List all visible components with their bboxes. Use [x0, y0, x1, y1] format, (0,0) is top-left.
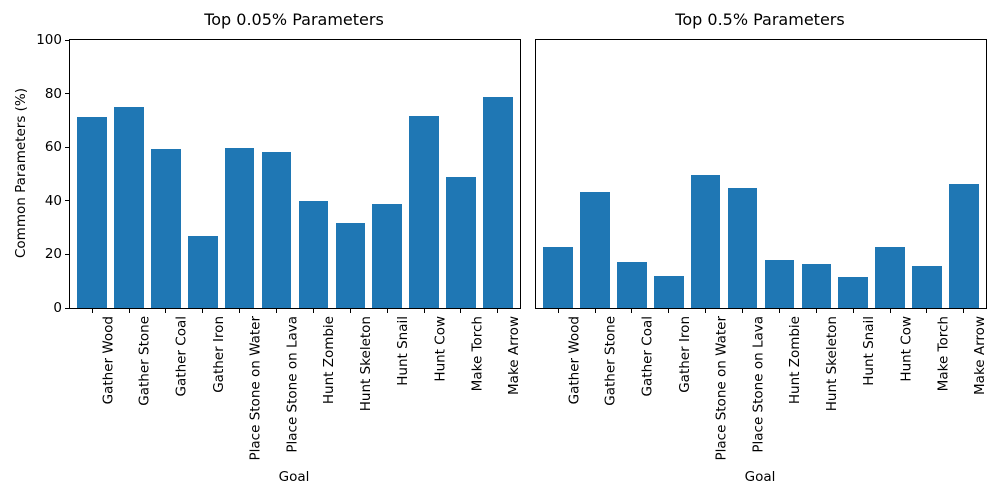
- x-tick-label-gather-coal: Gather Coal: [639, 316, 656, 397]
- x-tick-label-make-arrow: Make Arrow: [505, 316, 522, 395]
- y-tick-label-100: 100: [36, 32, 62, 48]
- chart-title: Top 0.5% Parameters: [675, 10, 845, 29]
- x-tick-mark: [557, 309, 559, 313]
- x-tick-label-gather-stone: Gather Stone: [603, 316, 620, 406]
- x-tick-label-hunt-skeleton: Hunt Skeleton: [824, 316, 841, 412]
- x-tick-label-make-arrow: Make Arrow: [971, 316, 988, 395]
- x-tick-label-hunt-snail: Hunt Snail: [395, 316, 412, 386]
- y-tick-mark: [65, 39, 69, 41]
- x-tick-mark: [705, 309, 707, 313]
- bar-gather-stone: [580, 191, 610, 308]
- y-tick-label-0: 0: [53, 300, 62, 316]
- bar-place-stone-on-lava: [261, 151, 292, 308]
- bar-hunt-zombie: [764, 260, 795, 308]
- x-tick-mark: [778, 309, 780, 313]
- bar-place-stone-on-lava: [727, 187, 758, 308]
- x-tick-label-hunt-skeleton: Hunt Skeleton: [358, 316, 375, 412]
- y-tick-mark: [65, 93, 69, 95]
- subplot-top-0-05-percent: Top 0.05% Parameters Common Parameters (…: [13, 10, 522, 485]
- x-tick-label-hunt-cow: Hunt Cow: [432, 316, 449, 382]
- x-tick-mark: [742, 309, 744, 313]
- y-tick-label-60: 60: [44, 139, 62, 156]
- x-tick-mark: [128, 309, 130, 313]
- x-tick-label-place-stone-on-lava: Place Stone on Lava: [284, 316, 301, 453]
- x-tick-mark: [386, 309, 388, 313]
- x-tick-label-place-stone-on-water: Place Stone on Water: [713, 316, 730, 461]
- x-tick-label-place-stone-on-lava: Place Stone on Lava: [750, 316, 767, 453]
- bar-place-stone-on-water: [224, 147, 255, 308]
- bar-hunt-snail: [838, 277, 868, 308]
- x-tick-label-hunt-cow: Hunt Cow: [898, 316, 915, 382]
- x-tick-mark: [276, 309, 278, 313]
- x-tick-mark: [963, 309, 965, 313]
- plot-area: Gather Wood Gather Stone Gather Coal Gather…: [36, 32, 522, 460]
- x-tick-label-gather-wood: Gather Wood: [100, 316, 117, 405]
- x-axis-label: Goal: [278, 469, 310, 485]
- y-tick-mark: [65, 253, 69, 255]
- bar-make-torch: [446, 177, 476, 308]
- x-tick-label-gather-iron: Gather Iron: [210, 316, 227, 393]
- bar-gather-coal: [151, 148, 181, 308]
- x-tick-label-gather-iron: Gather Iron: [676, 316, 693, 393]
- bar-make-arrow: [949, 183, 979, 308]
- bars-container: [536, 40, 986, 308]
- x-tick-mark: [815, 309, 817, 313]
- bar-hunt-skeleton: [335, 222, 366, 308]
- y-tick-mark: [65, 146, 69, 148]
- bar-hunt-snail: [372, 204, 402, 308]
- bar-make-torch: [912, 265, 942, 308]
- x-tick-label-make-torch: Make Torch: [934, 316, 951, 392]
- chart-title: Top 0.05% Parameters: [204, 10, 384, 29]
- y-tick-label-20: 20: [44, 246, 62, 263]
- x-tick-mark: [202, 309, 204, 313]
- x-tick-label-hunt-zombie: Hunt Zombie: [787, 316, 804, 405]
- bar-hunt-cow: [409, 116, 439, 308]
- x-tick-label-hunt-zombie: Hunt Zombie: [321, 316, 338, 405]
- bar-place-stone-on-water: [690, 175, 721, 308]
- x-tick-label-gather-coal: Gather Coal: [173, 316, 190, 397]
- x-tick-mark: [631, 309, 633, 313]
- x-tick-mark: [423, 309, 425, 313]
- y-tick-mark: [65, 307, 69, 309]
- x-tick-label-gather-wood: Gather Wood: [566, 316, 583, 405]
- bar-gather-iron: [654, 275, 684, 308]
- bar-gather-iron: [188, 235, 218, 308]
- y-tick-mark: [65, 200, 69, 202]
- bar-gather-coal: [617, 261, 647, 308]
- x-tick-mark: [594, 309, 596, 313]
- bar-make-arrow: [483, 96, 513, 308]
- x-tick-mark: [889, 309, 891, 313]
- bar-hunt-cow: [875, 246, 905, 308]
- x-tick-mark: [312, 309, 314, 313]
- x-tick-mark: [460, 309, 462, 313]
- x-tick-mark: [349, 309, 351, 313]
- bar-gather-stone: [114, 106, 144, 308]
- bar-hunt-skeleton: [801, 264, 832, 308]
- bars-container: [70, 40, 520, 308]
- bar-gather-wood: [543, 246, 573, 308]
- x-tick-label-gather-stone: Gather Stone: [137, 316, 154, 406]
- bar-gather-wood: [77, 117, 107, 308]
- x-tick-mark: [91, 309, 93, 313]
- y-tick-label-40: 40: [44, 192, 62, 209]
- y-tick-label-80: 80: [44, 85, 62, 102]
- y-axis-label: Common Parameters (%): [13, 87, 29, 259]
- x-tick-mark: [239, 309, 241, 313]
- x-tick-mark: [926, 309, 928, 313]
- x-tick-label-make-torch: Make Torch: [468, 316, 485, 392]
- subplot-top-0-5-percent: Top 0.5% Parameters Gather Wood Gather St…: [535, 10, 988, 485]
- x-tick-mark: [497, 309, 499, 313]
- plot-area: Gather Wood Gather Stone Gather Coal Gather…: [535, 39, 988, 460]
- bar-hunt-zombie: [298, 200, 329, 308]
- x-tick-mark: [852, 309, 854, 313]
- x-tick-label-place-stone-on-water: Place Stone on Water: [247, 316, 264, 461]
- x-axis-label: Goal: [744, 469, 776, 485]
- x-tick-mark: [165, 309, 167, 313]
- x-tick-mark: [668, 309, 670, 313]
- x-tick-label-hunt-snail: Hunt Snail: [861, 316, 878, 386]
